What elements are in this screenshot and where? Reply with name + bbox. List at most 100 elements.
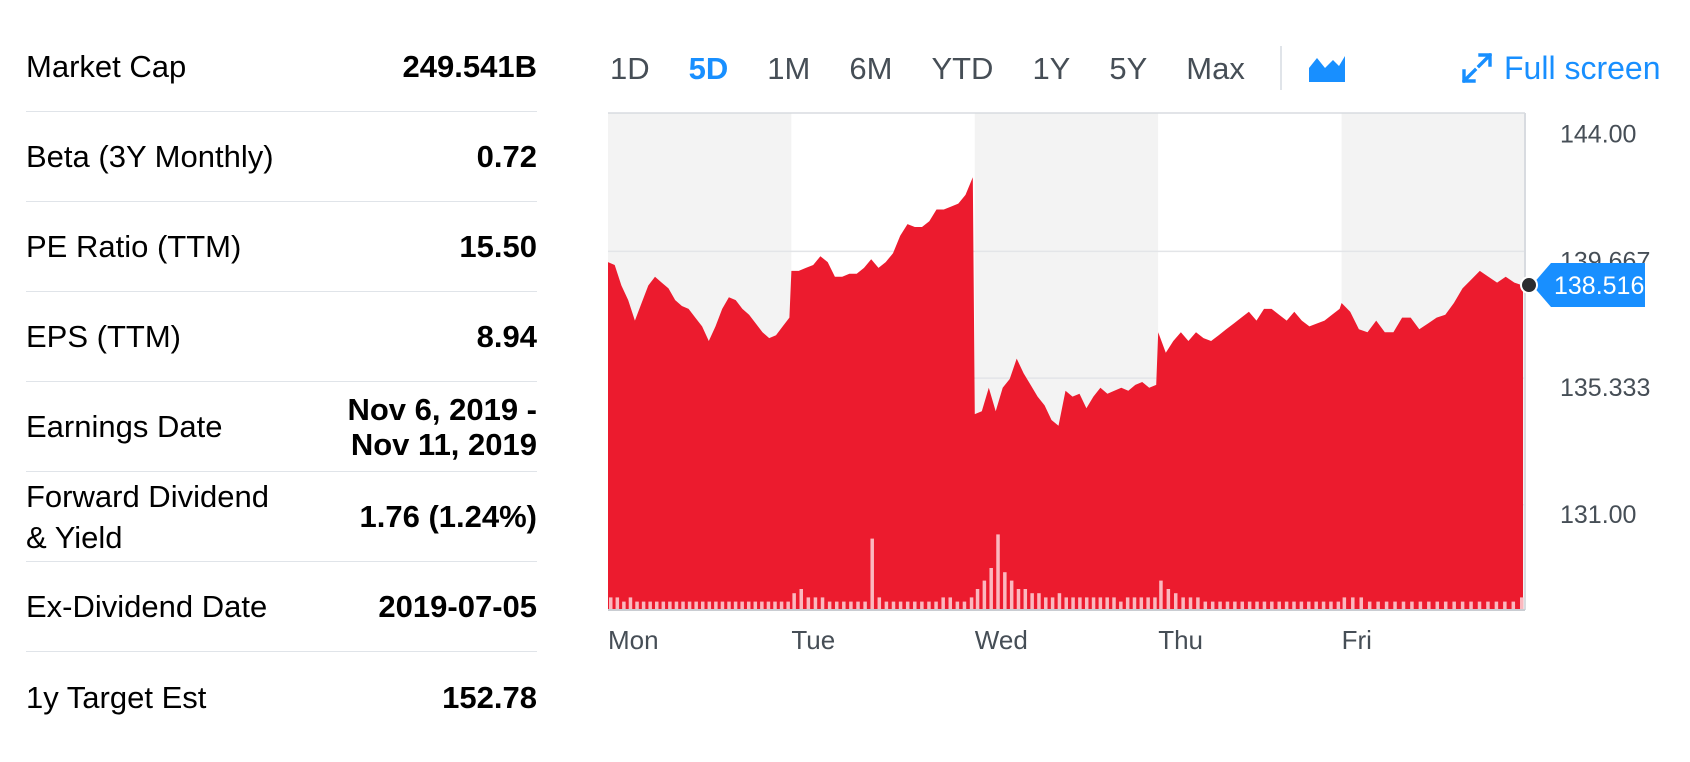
stat-value: 249.541B (402, 49, 537, 84)
volume-bar (740, 601, 744, 610)
volume-bar (628, 597, 633, 610)
tab-5y[interactable]: 5Y (1109, 51, 1148, 86)
volume-bar (806, 597, 811, 610)
tab-divider (1280, 46, 1282, 90)
volume-bar (813, 597, 818, 610)
tab-1d[interactable]: 1D (610, 51, 650, 86)
tab-6m[interactable]: 6M (849, 51, 893, 86)
volume-bar (827, 601, 832, 610)
volume-bar (1071, 597, 1075, 610)
volume-bar (694, 601, 698, 610)
volume-bar (842, 601, 846, 610)
volume-bar (849, 601, 853, 610)
volume-bar (786, 601, 790, 610)
volume-bar (1078, 597, 1082, 610)
volume-bar (898, 601, 903, 610)
volume-bar (733, 601, 738, 610)
volume-bar (1240, 601, 1245, 610)
volume-bar (674, 601, 679, 610)
volume-bar (1132, 597, 1137, 610)
stat-value: 15.50 (459, 229, 537, 264)
volume-bar (948, 597, 953, 610)
x-axis: Mon Tue Wed Thu Fri (608, 625, 1372, 655)
price-area (608, 177, 1523, 611)
volume-bar (877, 597, 882, 610)
volume-bar (707, 601, 712, 610)
stat-label: 1y Target Est (26, 679, 207, 715)
x-tick-label: Thu (1158, 625, 1203, 655)
volume-bar (1247, 601, 1252, 610)
volume-bar (1503, 601, 1507, 610)
volume-bar (681, 601, 685, 610)
volume-bar (687, 601, 692, 610)
volume-bar (905, 601, 910, 610)
volume-bar (714, 601, 718, 610)
volume-bar (1494, 601, 1499, 610)
stat-row: Beta (3Y Monthly) 0.72 (26, 112, 537, 202)
fullscreen-button[interactable]: Full screen (1462, 46, 1661, 90)
volume-bar (1196, 597, 1200, 610)
x-tick-label: Tue (791, 625, 835, 655)
volume-bar (727, 601, 731, 610)
area-chart-icon-shape (1309, 56, 1345, 82)
volume-bar (1023, 589, 1028, 610)
volume-bar (615, 597, 620, 610)
volume-bar (1153, 597, 1157, 610)
tab-1y[interactable]: 1Y (1032, 51, 1071, 86)
volume-bar (1188, 597, 1193, 610)
volume-bar (989, 568, 993, 610)
volume-bar (1307, 601, 1311, 610)
volume-bar (1218, 601, 1222, 610)
volume-bar (955, 601, 960, 610)
volume-bar (1410, 601, 1414, 610)
stat-label: PE Ratio (TTM) (26, 229, 242, 264)
current-price-dot (1520, 276, 1538, 295)
volume-bar (1119, 601, 1123, 610)
volume-bar (1057, 593, 1062, 610)
volume-bar (1314, 601, 1318, 610)
volume-bar (982, 580, 987, 610)
volume-bar (1292, 601, 1296, 610)
y-tick-label: 131.00 (1560, 501, 1636, 529)
volume-bar (920, 601, 924, 610)
volume-bar (1166, 589, 1171, 610)
stat-label: Beta (3Y Monthly) (26, 139, 274, 174)
volume-bar (969, 597, 974, 610)
y-tick-label: 135.333 (1560, 374, 1650, 402)
stat-row: Earnings Date Nov 6, 2019 - Nov 11, 2019 (26, 382, 537, 472)
stat-label: Ex-Dividend Date (26, 589, 268, 624)
volume-bar (1173, 593, 1178, 610)
tab-1m[interactable]: 1M (767, 51, 811, 86)
volume-bar (1084, 597, 1089, 610)
volume-bar (661, 601, 666, 610)
tab-max[interactable]: Max (1186, 51, 1245, 86)
tab-ytd[interactable]: YTD (931, 51, 994, 86)
range-tabs: 1D 5D 1M 6M YTD 1Y 5Y Max (610, 44, 1284, 94)
volume-bar (1181, 597, 1185, 610)
area-chart-icon[interactable] (1308, 54, 1346, 84)
fullscreen-label: Full screen (1504, 49, 1661, 86)
volume-bars (609, 534, 1524, 610)
volume-bar (1486, 601, 1490, 610)
tab-5d[interactable]: 5D (688, 51, 729, 86)
volume-bar (1098, 597, 1103, 610)
volume-bar (1477, 601, 1482, 610)
volume-bar (799, 589, 803, 610)
stat-value: 2019-07-05 (378, 589, 537, 624)
x-tick-label: Fri (1342, 625, 1372, 655)
volume-bar (1460, 601, 1465, 610)
volume-bar (1016, 589, 1021, 610)
volume-bar (700, 601, 705, 610)
volume-bar (1037, 593, 1041, 610)
stat-label: Earnings Date (26, 409, 223, 444)
stat-row: 1y Target Est 152.78 (26, 652, 537, 742)
stat-value: 8.94 (476, 319, 537, 354)
stat-label: Market Cap (26, 49, 187, 84)
stat-row: PE Ratio (TTM) 15.50 (26, 202, 537, 292)
volume-bar (863, 601, 867, 610)
volume-bar (641, 601, 646, 610)
volume-bar (1203, 601, 1208, 610)
volume-bar (1159, 580, 1163, 610)
